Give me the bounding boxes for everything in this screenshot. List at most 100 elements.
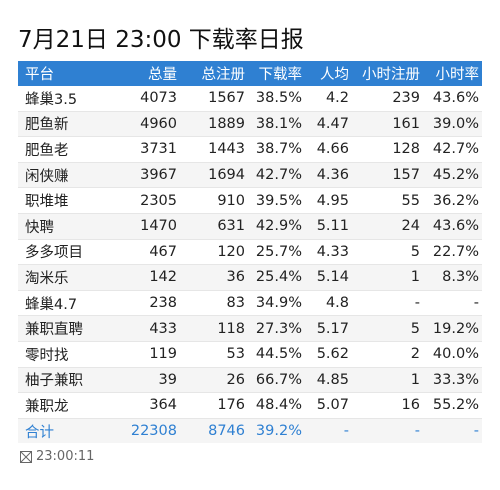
cell: 4.36 [305,162,352,189]
cell: 5.07 [305,392,352,419]
cell: 42.7% [248,162,305,189]
cell: 27.3% [248,315,305,342]
cell: 1 [352,264,423,291]
column-header: 总注册 [180,61,248,86]
cell: 43.6% [423,86,482,112]
cell: 1567 [180,86,248,112]
cell: 45.2% [423,162,482,189]
cell: 38.1% [248,111,305,138]
cell: 38.7% [248,136,305,163]
cell: 157 [352,162,423,189]
cell: 38.5% [248,86,305,112]
timestamp: 23:00:11 [36,449,95,464]
total-cell: 合计 [18,418,130,444]
cell: 467 [130,239,180,266]
cell: 364 [130,392,180,419]
cell: 19.2% [423,315,482,342]
cell: 4.8 [305,290,352,317]
cell: 2305 [130,187,180,214]
icon [20,450,32,463]
cell: 5 [352,315,423,342]
total-cell: - [423,418,482,444]
cell: 142 [130,264,180,291]
cell: 33.3% [423,367,482,394]
table-row: 兼职直聘 433 118 27.3% 5.17 5 19.2% [18,315,482,342]
cell: 肥鱼新 [18,111,130,138]
cell: 43.6% [423,213,482,240]
cell: 238 [130,290,180,317]
cell: 39.0% [423,111,482,138]
cell: 兼职直聘 [18,315,130,342]
cell: 118 [180,315,248,342]
cell: 25.4% [248,264,305,291]
cell: 4.95 [305,187,352,214]
cell: 4.85 [305,367,352,394]
cell: 5.62 [305,341,352,368]
cell: 128 [352,136,423,163]
cell: 零时找 [18,341,130,368]
cell: 淘米乐 [18,264,130,291]
cell: 1694 [180,162,248,189]
table-row: 蜂巢3.5 4073 1567 38.5% 4.2 239 43.6% [18,86,482,112]
cell: - [352,290,423,317]
cell: 42.9% [248,213,305,240]
total-cell: 39.2% [248,418,305,444]
cell: 239 [352,86,423,112]
table-row: 多多项目 467 120 25.7% 4.33 5 22.7% [18,239,482,266]
table-row: 闲侠赚 3967 1694 42.7% 4.36 157 45.2% [18,162,482,189]
table-row: 零时找 119 53 44.5% 5.62 2 40.0% [18,341,482,368]
table-row: 蜂巢4.7 238 83 34.9% 4.8- - [18,290,482,317]
cell: 119 [130,341,180,368]
cell: 1 [352,367,423,394]
cell: 26 [180,367,248,394]
cell: 蜂巢3.5 [18,86,130,112]
cell: 蜂巢4.7 [18,290,130,317]
total-row: 合计 22308 8746 39.2% - - - [18,418,482,444]
cell: 120 [180,239,248,266]
cell: 25.7% [248,239,305,266]
cell: 1470 [130,213,180,240]
cell: 多多项目 [18,239,130,266]
table-row: 肥鱼新 4960 1889 38.1% 4.47 161 39.0% [18,111,482,138]
column-header: 小时注册 [352,61,423,86]
total-cell: 8746 [180,418,248,444]
cell: 兼职龙 [18,392,130,419]
cell: 4.2 [305,86,352,112]
cell: 161 [352,111,423,138]
cell: 53 [180,341,248,368]
cell: 5 [352,239,423,266]
total-cell: 22308 [130,418,180,444]
column-header: 小时率 [423,61,482,86]
cell: 55.2% [423,392,482,419]
cell: 柚子兼职 [18,367,130,394]
cell: 职堆堆 [18,187,130,214]
table-row: 快聘 1470 631 42.9% 5.11 24 43.6% [18,213,482,240]
cell: 16 [352,392,423,419]
cell: 4.47 [305,111,352,138]
table-row: 柚子兼职 39 26 66.7% 4.85 1 33.3% [18,367,482,394]
table-body: 蜂巢3.5 4073 1567 38.5% 4.2 239 43.6% 肥鱼新 4960 1889… [18,86,482,444]
cell: 3967 [130,162,180,189]
cell: 快聘 [18,213,130,240]
cell: 3731 [130,136,180,163]
table-row: 肥鱼老 3731 1443 38.7% 4.66 128 42.7% [18,136,482,163]
cell: 34.9% [248,290,305,317]
cell: 40.0% [423,341,482,368]
column-header: 总量 [130,61,180,86]
cell: 44.5% [248,341,305,368]
cell: 1889 [180,111,248,138]
report-table: 平台 总量 总注册 下载率 人均 小时注册 小时率 蜂巢3.5 4073 1567 38.5% 4.… [18,61,482,444]
cell: 39.5% [248,187,305,214]
cell: - [423,290,482,317]
cell: 22.7% [423,239,482,266]
cell: 631 [180,213,248,240]
cell: 24 [352,213,423,240]
cell: 42.7% [423,136,482,163]
cell: 5.11 [305,213,352,240]
cell: 肥鱼老 [18,136,130,163]
total-cell: - [352,418,423,444]
title: 7月21日 23:00 下载率日报 [18,27,304,53]
cell: 39 [130,367,180,394]
cell: 闲侠赚 [18,162,130,189]
